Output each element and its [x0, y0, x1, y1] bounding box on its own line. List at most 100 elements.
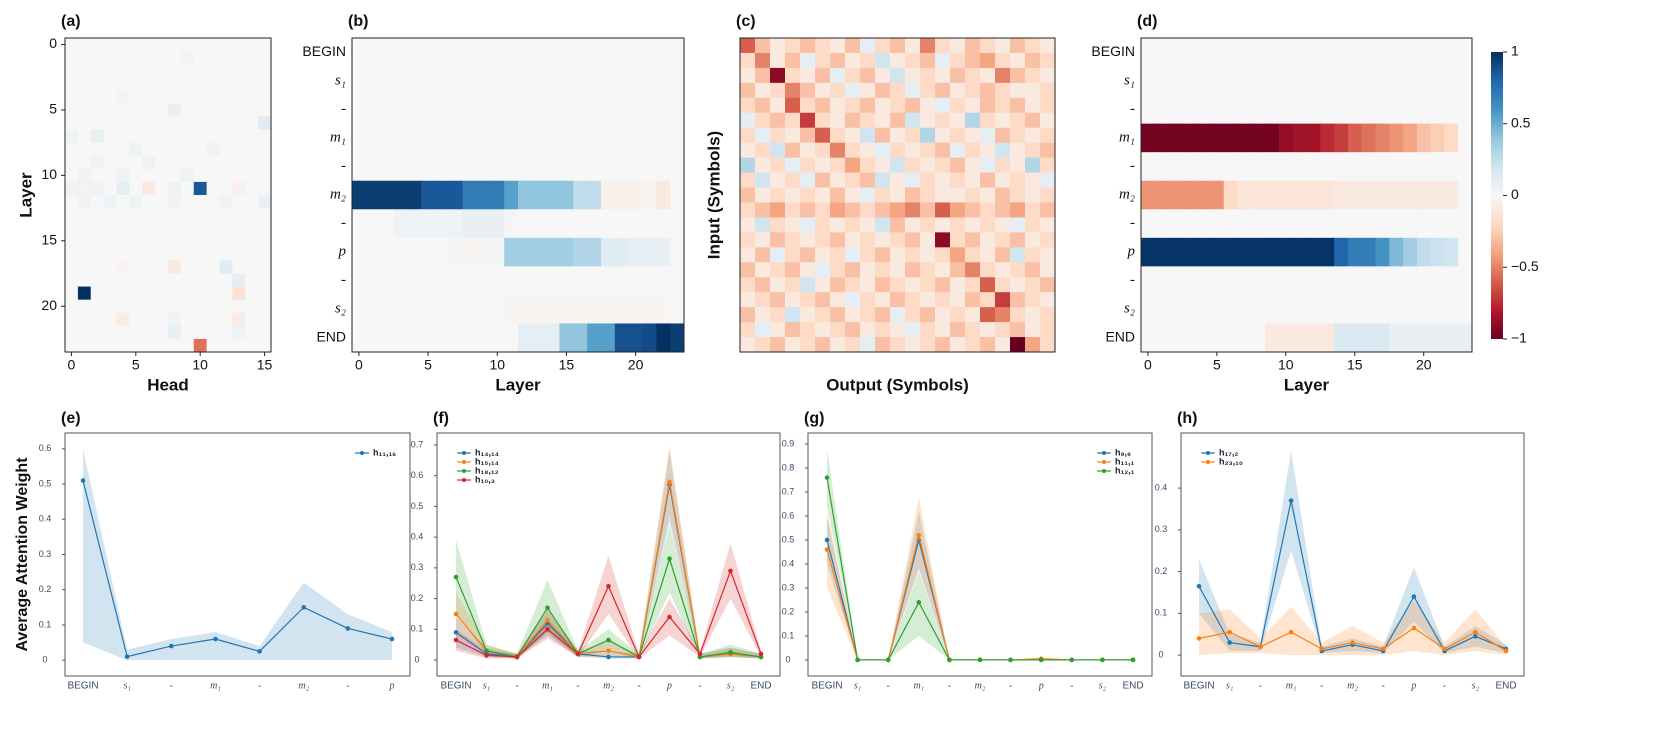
heat-cell [601, 180, 616, 210]
heat-cell [950, 67, 966, 84]
heat-cell [920, 172, 936, 189]
heat-cell [1278, 294, 1294, 324]
series-point [1130, 657, 1136, 663]
heat-cell [490, 95, 505, 125]
heat-cell [587, 95, 602, 125]
heat-cell [875, 38, 891, 54]
heat-cell [965, 38, 981, 54]
heat-cell [393, 323, 408, 353]
heat-cell [1361, 323, 1376, 353]
heat-cell [206, 338, 220, 353]
heat-cell [1223, 38, 1239, 68]
heat-cell [559, 38, 574, 68]
heat-cell [116, 181, 130, 196]
heat-cell [219, 247, 233, 261]
heat-cell [573, 237, 588, 267]
heat-cell [875, 307, 891, 323]
legend-label: h₁₁,₁ [1115, 456, 1134, 466]
heat-cell [614, 323, 630, 353]
heat-cell [448, 266, 464, 296]
heat-cell [258, 64, 272, 78]
heat-cell [168, 77, 182, 91]
heat-cell [421, 152, 436, 182]
heat-cell [407, 180, 422, 210]
heat-cell [1237, 323, 1252, 353]
heat-cell [785, 262, 801, 278]
row-label: BEGIN [302, 43, 346, 59]
heat-cell [1347, 209, 1363, 239]
heat-cell [142, 129, 156, 144]
heat-cell [206, 260, 220, 274]
heat-cell [1306, 237, 1321, 267]
series-point [1288, 498, 1294, 503]
series-point [1503, 648, 1509, 654]
heat-cell [504, 294, 519, 324]
heat-cell [245, 286, 259, 301]
heat-cell [1265, 237, 1280, 267]
series-line [826, 477, 1133, 661]
confidence-band [827, 511, 1133, 660]
heat-cell [1237, 95, 1252, 125]
heat-cell [116, 155, 130, 170]
row-label: p [338, 244, 347, 260]
heat-cell [504, 237, 519, 267]
heat-cell [518, 180, 533, 210]
heat-cell [90, 299, 105, 314]
heat-cell [965, 157, 981, 174]
heat-cell [573, 266, 588, 296]
heat-cell [785, 277, 801, 293]
heat-cell [950, 127, 966, 144]
heat-cell [155, 234, 169, 248]
heat-cell [800, 67, 816, 84]
heat-cell [365, 38, 381, 68]
heat-cell [1403, 266, 1418, 296]
heat-cell [1010, 112, 1026, 129]
heat-cell [770, 202, 786, 218]
heat-cell [476, 180, 491, 210]
heat-cell [1334, 323, 1349, 353]
heat-cell [800, 82, 816, 99]
heat-cell [245, 312, 259, 327]
heat-cell [1168, 266, 1183, 296]
heat-cell [421, 323, 436, 353]
heat-cell [1361, 237, 1376, 267]
heat-cell [614, 66, 630, 96]
heat-cell [1040, 172, 1056, 189]
heat-cell [980, 202, 996, 218]
row-label: m₂ [330, 186, 346, 202]
heat-cell [462, 209, 477, 239]
heat-cell [490, 294, 505, 324]
heat-cell [1168, 237, 1183, 267]
heat-cell [1458, 237, 1473, 267]
heat-cell [219, 234, 233, 248]
heat-cell [65, 312, 79, 327]
legend-marker [360, 451, 364, 455]
heat-cell [628, 323, 643, 353]
heat-cell [462, 180, 477, 210]
x-tick-label: 5 [132, 357, 140, 373]
heat-cell [1416, 237, 1432, 267]
heat-cell [1010, 172, 1026, 189]
heat-cell [1278, 323, 1294, 353]
heat-cell [815, 127, 831, 144]
heat-cell [1389, 323, 1404, 353]
heat-cell [1237, 294, 1252, 324]
heat-cell [1040, 307, 1056, 323]
heat-cell [518, 38, 533, 68]
heat-cell [232, 38, 246, 52]
y-tick-label: 0.6 [39, 443, 52, 453]
heat-cell [245, 103, 259, 117]
heat-cell [740, 157, 756, 174]
heat-cell [920, 38, 936, 54]
heat-cell [656, 123, 671, 153]
heat-cell [206, 208, 220, 222]
heat-cell [193, 247, 208, 261]
heat-cell [785, 157, 801, 174]
heat-cell [462, 152, 477, 182]
heat-cell [1347, 38, 1363, 68]
heat-cell [830, 142, 846, 159]
heat-cell [815, 202, 831, 218]
heat-cell [628, 294, 643, 324]
series-point [977, 657, 983, 663]
heat-cell [155, 273, 169, 288]
